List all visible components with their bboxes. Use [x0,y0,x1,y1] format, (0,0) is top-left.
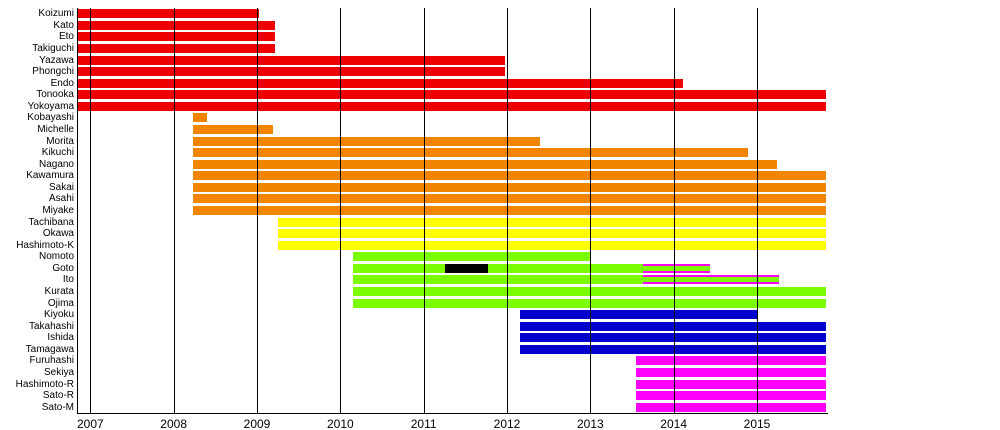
row-label-kiyoku: Kiyoku [43,309,74,321]
bar-endo [77,78,683,88]
x-tick-label-2010: 2010 [326,417,354,430]
row-label-okawa: Okawa [42,228,74,240]
row-label-takiguchi: Takiguchi [32,43,74,54]
overlay-frame-core [642,277,780,283]
bar-kato [77,20,275,30]
row-label-ojima: Ojima [47,297,74,309]
bar-kurata [352,287,827,296]
x-tick-label-2007: 2007 [76,417,104,430]
bar-sato-r [636,391,827,401]
row-label-endo: Endo [50,77,74,89]
bar-tamagawa [520,344,827,354]
row-label-morita: Morita [46,135,74,147]
row-label-tachibana: Tachibana [28,216,74,228]
row-label-kobayashi: Kobayashi [27,112,74,124]
bar-kikuchi [192,148,748,158]
bar-asahi [192,194,827,204]
row-label-miyake: Miyake [42,205,74,216]
bar-nagano [192,159,777,169]
bar-morita [192,136,541,146]
bar-takahashi [520,321,827,331]
bar-kawamura [192,171,827,181]
row-label-koizumi: Koizumi [38,8,74,20]
gridline-2008 [173,8,175,413]
row-label-tonooka: Tonooka [36,89,74,101]
gridline-2015 [757,8,758,413]
gridline-2013 [590,8,592,413]
bar-kiyoku [520,310,757,320]
x-tick-label-2014: 2014 [660,417,687,430]
bar-tachibana [277,217,827,227]
bar-phongchi [77,67,505,77]
bar-okawa [277,229,827,239]
row-label-ishida: Ishida [47,332,74,344]
row-label-kato: Kato [53,19,74,31]
row-label-eto: Eto [58,31,74,43]
bar-hashimoto-k [277,240,827,250]
bar-sekiya [636,368,827,377]
bar-ito [352,275,780,285]
row-label-yokoyama: Yokoyama [27,100,74,112]
row-label-asahi: Asahi [48,193,74,205]
bar-michelle [192,125,273,134]
bar-ishida [520,333,827,343]
gridline-2014 [673,8,675,413]
row-label-phongchi: Phongchi [32,66,74,78]
bar-tonooka [77,90,827,100]
row-label-hashimoto-k: Hashimoto-K [16,239,74,251]
row-label-yazawa: Yazawa [39,54,74,66]
row-label-kurata: Kurata [44,286,74,297]
bar-hashimoto-r [636,379,827,389]
bar-yazawa [77,55,505,65]
row-label-takahashi: Takahashi [28,320,74,332]
row-label-tamagawa: Tamagawa [25,343,74,355]
bar-sakai [192,182,827,192]
row-label-nagano: Nagano [38,158,74,170]
bar-kobayashi [192,113,207,123]
bar-eto [77,32,275,42]
bar-koizumi [77,9,259,19]
x-tick-label-2015: 2015 [743,417,771,430]
bar-goto [352,263,711,273]
row-label-kawamura: Kawamura [26,170,74,182]
bar-yokoyama [77,101,827,111]
x-tick-label-2012: 2012 [493,417,521,430]
overlay-frame-core [642,265,711,271]
x-tick-label-2013: 2013 [576,417,604,430]
bar-nomoto [352,252,591,262]
row-label-nomoto: Nomoto [38,251,74,263]
gridline-2011 [423,8,425,413]
row-label-furuhashi: Furuhashi [29,355,74,367]
overlay-black-goto [445,263,488,273]
row-label-hashimoto-r: Hashimoto-R [15,378,74,390]
row-label-sakai: Sakai [48,181,74,193]
bar-miyake [192,206,827,215]
gridline-2009 [257,8,258,413]
row-label-sato-r: Sato-R [42,390,74,402]
bar-takiguchi [77,44,275,53]
row-label-michelle: Michelle [37,124,74,135]
overlay-magenta-goto [642,263,711,273]
gridline-2012 [507,8,508,413]
bar-sato-m [636,402,827,412]
bar-furuhashi [636,356,827,366]
row-label-goto: Goto [52,262,74,274]
row-label-sekiya: Sekiya [43,367,74,378]
x-tick-label-2008: 2008 [160,417,187,430]
overlay-magenta-ito [642,275,780,285]
row-label-kikuchi: Kikuchi [41,147,74,159]
gridline-2010 [340,8,342,413]
x-axis-line [77,413,828,414]
row-label-ito: Ito [62,274,74,286]
x-tick-label-2011: 2011 [410,417,437,430]
x-tick-label-2009: 2009 [243,417,271,430]
gridline-2007 [90,8,92,413]
y-axis-line [77,8,78,413]
bar-ojima [352,298,827,308]
row-label-sato-m: Sato-M [41,401,74,413]
